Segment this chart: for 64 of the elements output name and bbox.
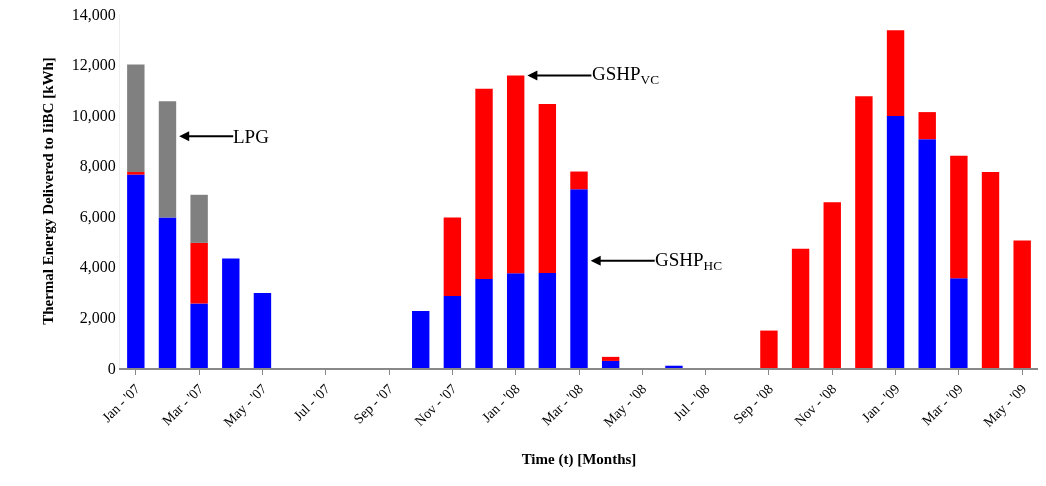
- x-tick-label: Sep - '08: [730, 381, 776, 427]
- bar: [950, 278, 968, 368]
- bar: [791, 248, 810, 368]
- bar: [127, 174, 145, 368]
- x-tick-label: Jan - '08: [479, 381, 523, 426]
- bar: [538, 104, 557, 273]
- y-tick-label: 0: [107, 359, 116, 377]
- bar: [918, 112, 936, 140]
- y-tick-label: 4,000: [79, 258, 116, 276]
- y-tick-label: 14,000: [71, 5, 116, 23]
- bar: [127, 172, 145, 175]
- bar: [127, 64, 145, 173]
- bar: [443, 295, 462, 368]
- x-axis-title: Time (t) [Months]: [521, 451, 637, 469]
- bar: [506, 75, 525, 274]
- bar: [475, 88, 493, 279]
- bar: [190, 303, 208, 368]
- y-tick-label: 10,000: [71, 106, 116, 124]
- bar: [190, 194, 208, 243]
- text: GSHP$_{HC}$: [655, 249, 723, 273]
- x-tick-label: May - '09: [980, 381, 1030, 430]
- bar: [222, 258, 240, 368]
- bar: [981, 172, 1000, 368]
- bar: [665, 365, 683, 368]
- bar: [855, 96, 873, 368]
- x-tick-label: Mar - '09: [918, 381, 966, 429]
- bar: [506, 273, 525, 368]
- bar: [950, 155, 968, 279]
- bar: [1013, 240, 1031, 368]
- bar: [253, 292, 272, 368]
- bar: [918, 139, 936, 368]
- bar: [190, 242, 208, 304]
- bar: [886, 115, 905, 368]
- x-tick-label: May - '08: [600, 381, 650, 430]
- x-tick-label: Jul - '07: [290, 381, 333, 424]
- bar: [475, 278, 493, 368]
- x-tick-label: Jan - '07: [99, 381, 143, 426]
- x-tick-label: Jul - '08: [670, 381, 713, 424]
- text: GSHP$_{VC}$: [592, 63, 660, 87]
- bar: [601, 356, 620, 361]
- bar: [158, 101, 177, 218]
- x-tick-label: Mar - '07: [159, 381, 207, 429]
- bar: [158, 217, 177, 368]
- y-tick-label: 8,000: [79, 157, 116, 175]
- bar: [601, 360, 620, 368]
- x-tick-label: Jan - '09: [858, 381, 903, 426]
- text: LPG: [233, 126, 270, 147]
- y-tick-label: 12,000: [71, 56, 116, 74]
- bar: [412, 311, 430, 368]
- x-tick-label: Sep - '07: [350, 381, 397, 427]
- bar: [760, 330, 778, 368]
- bar: [823, 202, 841, 368]
- bar: [570, 171, 588, 190]
- bar: [538, 272, 557, 368]
- y-tick-label: 2,000: [79, 309, 116, 327]
- bar: [443, 217, 462, 296]
- y-tick-label: 6,000: [79, 207, 116, 225]
- x-tick-label: May - '07: [220, 381, 270, 430]
- x-tick-label: Nov - '07: [411, 381, 460, 429]
- bar: [886, 30, 905, 116]
- x-tick-label: Mar - '08: [539, 381, 587, 429]
- bar: [570, 189, 588, 368]
- y-axis-title: Thermal Energy Delivered to IiBC [kWh]: [40, 57, 57, 325]
- x-tick-label: Nov - '08: [791, 381, 840, 429]
